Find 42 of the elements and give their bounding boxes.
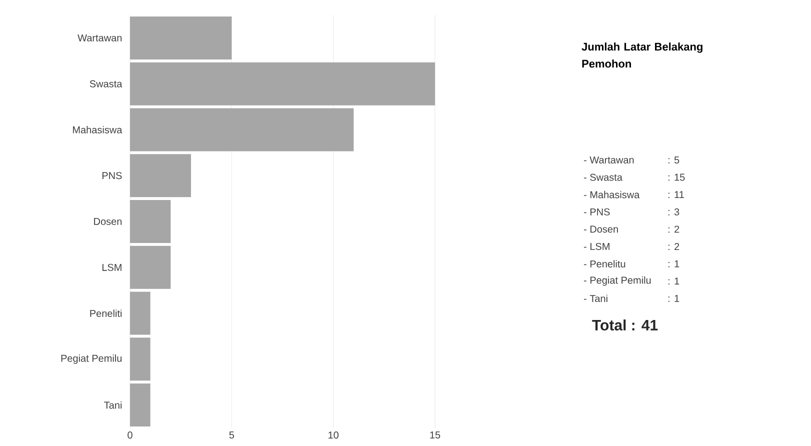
text: : 15 (668, 174, 685, 181)
text: : 1 (668, 260, 680, 268)
text: Jumlah Latar Belakang Pemohon (582, 42, 702, 68)
y-tick-label: Pegiat Pemilu (61, 354, 122, 364)
text: - Dosen (584, 226, 618, 233)
x-tick-label: 5 (229, 432, 234, 438)
bar (130, 200, 171, 243)
text: - PNS (584, 208, 610, 216)
text: : 2 (668, 226, 680, 233)
x-tick-label: 10 (328, 432, 339, 439)
bar (130, 292, 150, 335)
y-tick-label: LSM (102, 264, 122, 271)
bar (130, 338, 150, 381)
bar (130, 154, 192, 198)
bar (130, 108, 354, 152)
text: - Penelitu (584, 260, 626, 268)
y-tick-label: Swasta (90, 80, 122, 88)
y-tick-label: Peneliti (90, 310, 122, 317)
x-tick-label: 0 (128, 432, 132, 439)
y-tick-label: Mahasiswa (73, 126, 122, 134)
text: - Pegiat Pemilu (584, 276, 651, 286)
bar (130, 62, 436, 106)
text: : 5 (668, 156, 680, 164)
text: : 1 (668, 278, 680, 285)
text: : 3 (668, 208, 680, 216)
text: Total : 41 (592, 319, 658, 330)
text: - Mahasiswa (584, 190, 640, 198)
bar (130, 384, 150, 427)
text: - Swasta (584, 174, 622, 181)
text: - LSM (584, 242, 610, 250)
y-tick-label: Dosen (94, 218, 122, 225)
text: : 1 (668, 294, 680, 302)
bar (130, 246, 171, 289)
x-tick-label: 15 (430, 432, 440, 438)
y-tick-label: PNS (102, 172, 122, 180)
text: - Tani (584, 294, 608, 302)
text: - Wartawan (584, 156, 634, 164)
text: : 11 (668, 191, 684, 198)
bar (130, 16, 232, 60)
text: : 2 (668, 243, 680, 250)
y-tick-label: Wartawan (78, 34, 122, 42)
y-tick-label: Tani (104, 401, 122, 409)
